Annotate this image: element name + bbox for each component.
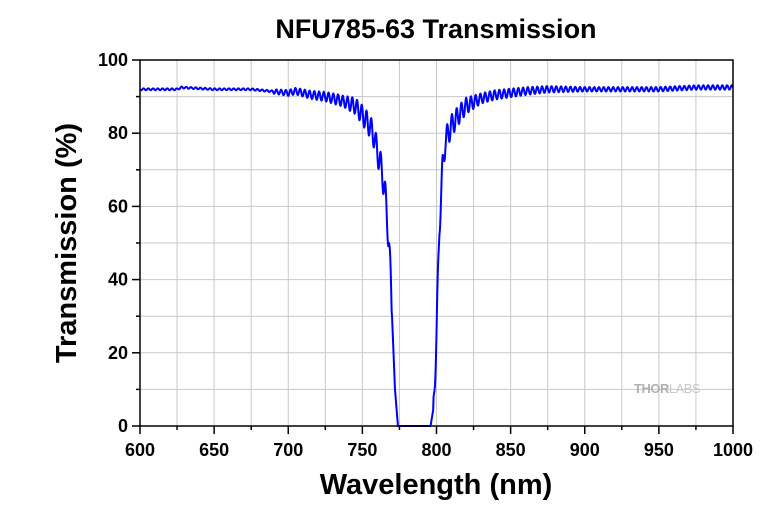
x-tick-label: 650 — [199, 440, 229, 460]
y-tick-labels: 0 20 40 60 80 100 — [98, 50, 128, 436]
x-tick-label: 850 — [496, 440, 526, 460]
svg-text:THORLABS: THORLABS — [634, 381, 701, 396]
y-tick-label: 60 — [108, 196, 128, 216]
x-tick-label: 600 — [125, 440, 155, 460]
x-tick-label: 750 — [347, 440, 377, 460]
y-tick-label: 100 — [98, 50, 128, 70]
y-axis-label: Transmission (%) — [51, 123, 83, 363]
y-tick-label: 0 — [118, 416, 128, 436]
thorlabs-watermark: THORLABS — [634, 381, 701, 396]
chart-title: NFU785-63 Transmission — [275, 14, 596, 44]
y-tick-label: 40 — [108, 270, 128, 290]
y-tick-label: 20 — [108, 343, 128, 363]
x-tick-label: 900 — [570, 440, 600, 460]
transmission-curve — [139, 84, 734, 427]
y-tick-label: 80 — [108, 123, 128, 143]
axis-ticks — [132, 59, 734, 434]
x-tick-label: 700 — [273, 440, 303, 460]
x-tick-label: 800 — [421, 440, 451, 460]
x-tick-label: 950 — [644, 440, 674, 460]
x-tick-label: 1000 — [713, 440, 753, 460]
x-tick-labels: 600 650 700 750 800 850 900 950 1000 — [125, 440, 753, 460]
x-axis-label: Wavelength (nm) — [320, 469, 553, 501]
